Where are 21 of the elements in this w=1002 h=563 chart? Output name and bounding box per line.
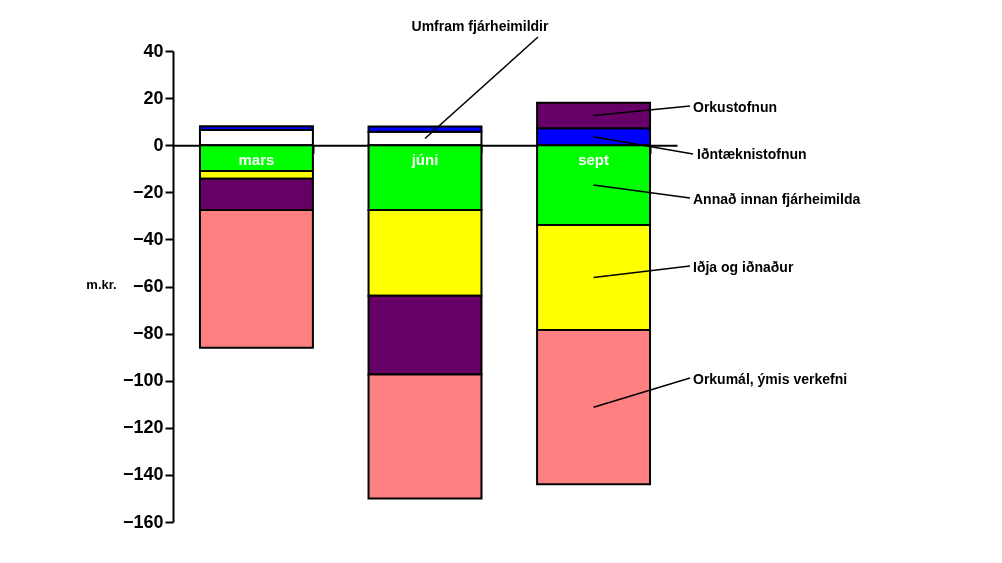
y-tick-label: −140 (122, 464, 164, 485)
text: Umfram fjárheimildir (411, 18, 550, 34)
x-tick-label: sept (578, 151, 609, 169)
y-tick-label: 40 (143, 40, 164, 61)
y-axis-title: m.kr. (86, 276, 117, 292)
text: Orkustofnun (693, 99, 777, 115)
x-tick-label: júni (410, 151, 439, 169)
y-tick-label: −20 (132, 181, 164, 202)
y-tick-label: −60 (132, 276, 164, 296)
text: Iðntæknistofnun (697, 146, 807, 162)
y-tick-label: −160 (122, 511, 164, 532)
y-tick-label: 0 (153, 134, 164, 155)
text: Annað innan fjárheimilda (693, 191, 861, 207)
y-tick-label: −120 (122, 417, 164, 438)
y-tick-label: −40 (132, 228, 164, 249)
y-tick-label: −80 (132, 323, 164, 344)
y-tick-label: 20 (143, 87, 164, 108)
text: Orkumál, ýmis verkefni (693, 371, 848, 387)
y-tick-label: −100 (122, 370, 164, 391)
text: Iðja og iðnaður (693, 259, 794, 275)
x-tick-label: mars (238, 151, 275, 169)
